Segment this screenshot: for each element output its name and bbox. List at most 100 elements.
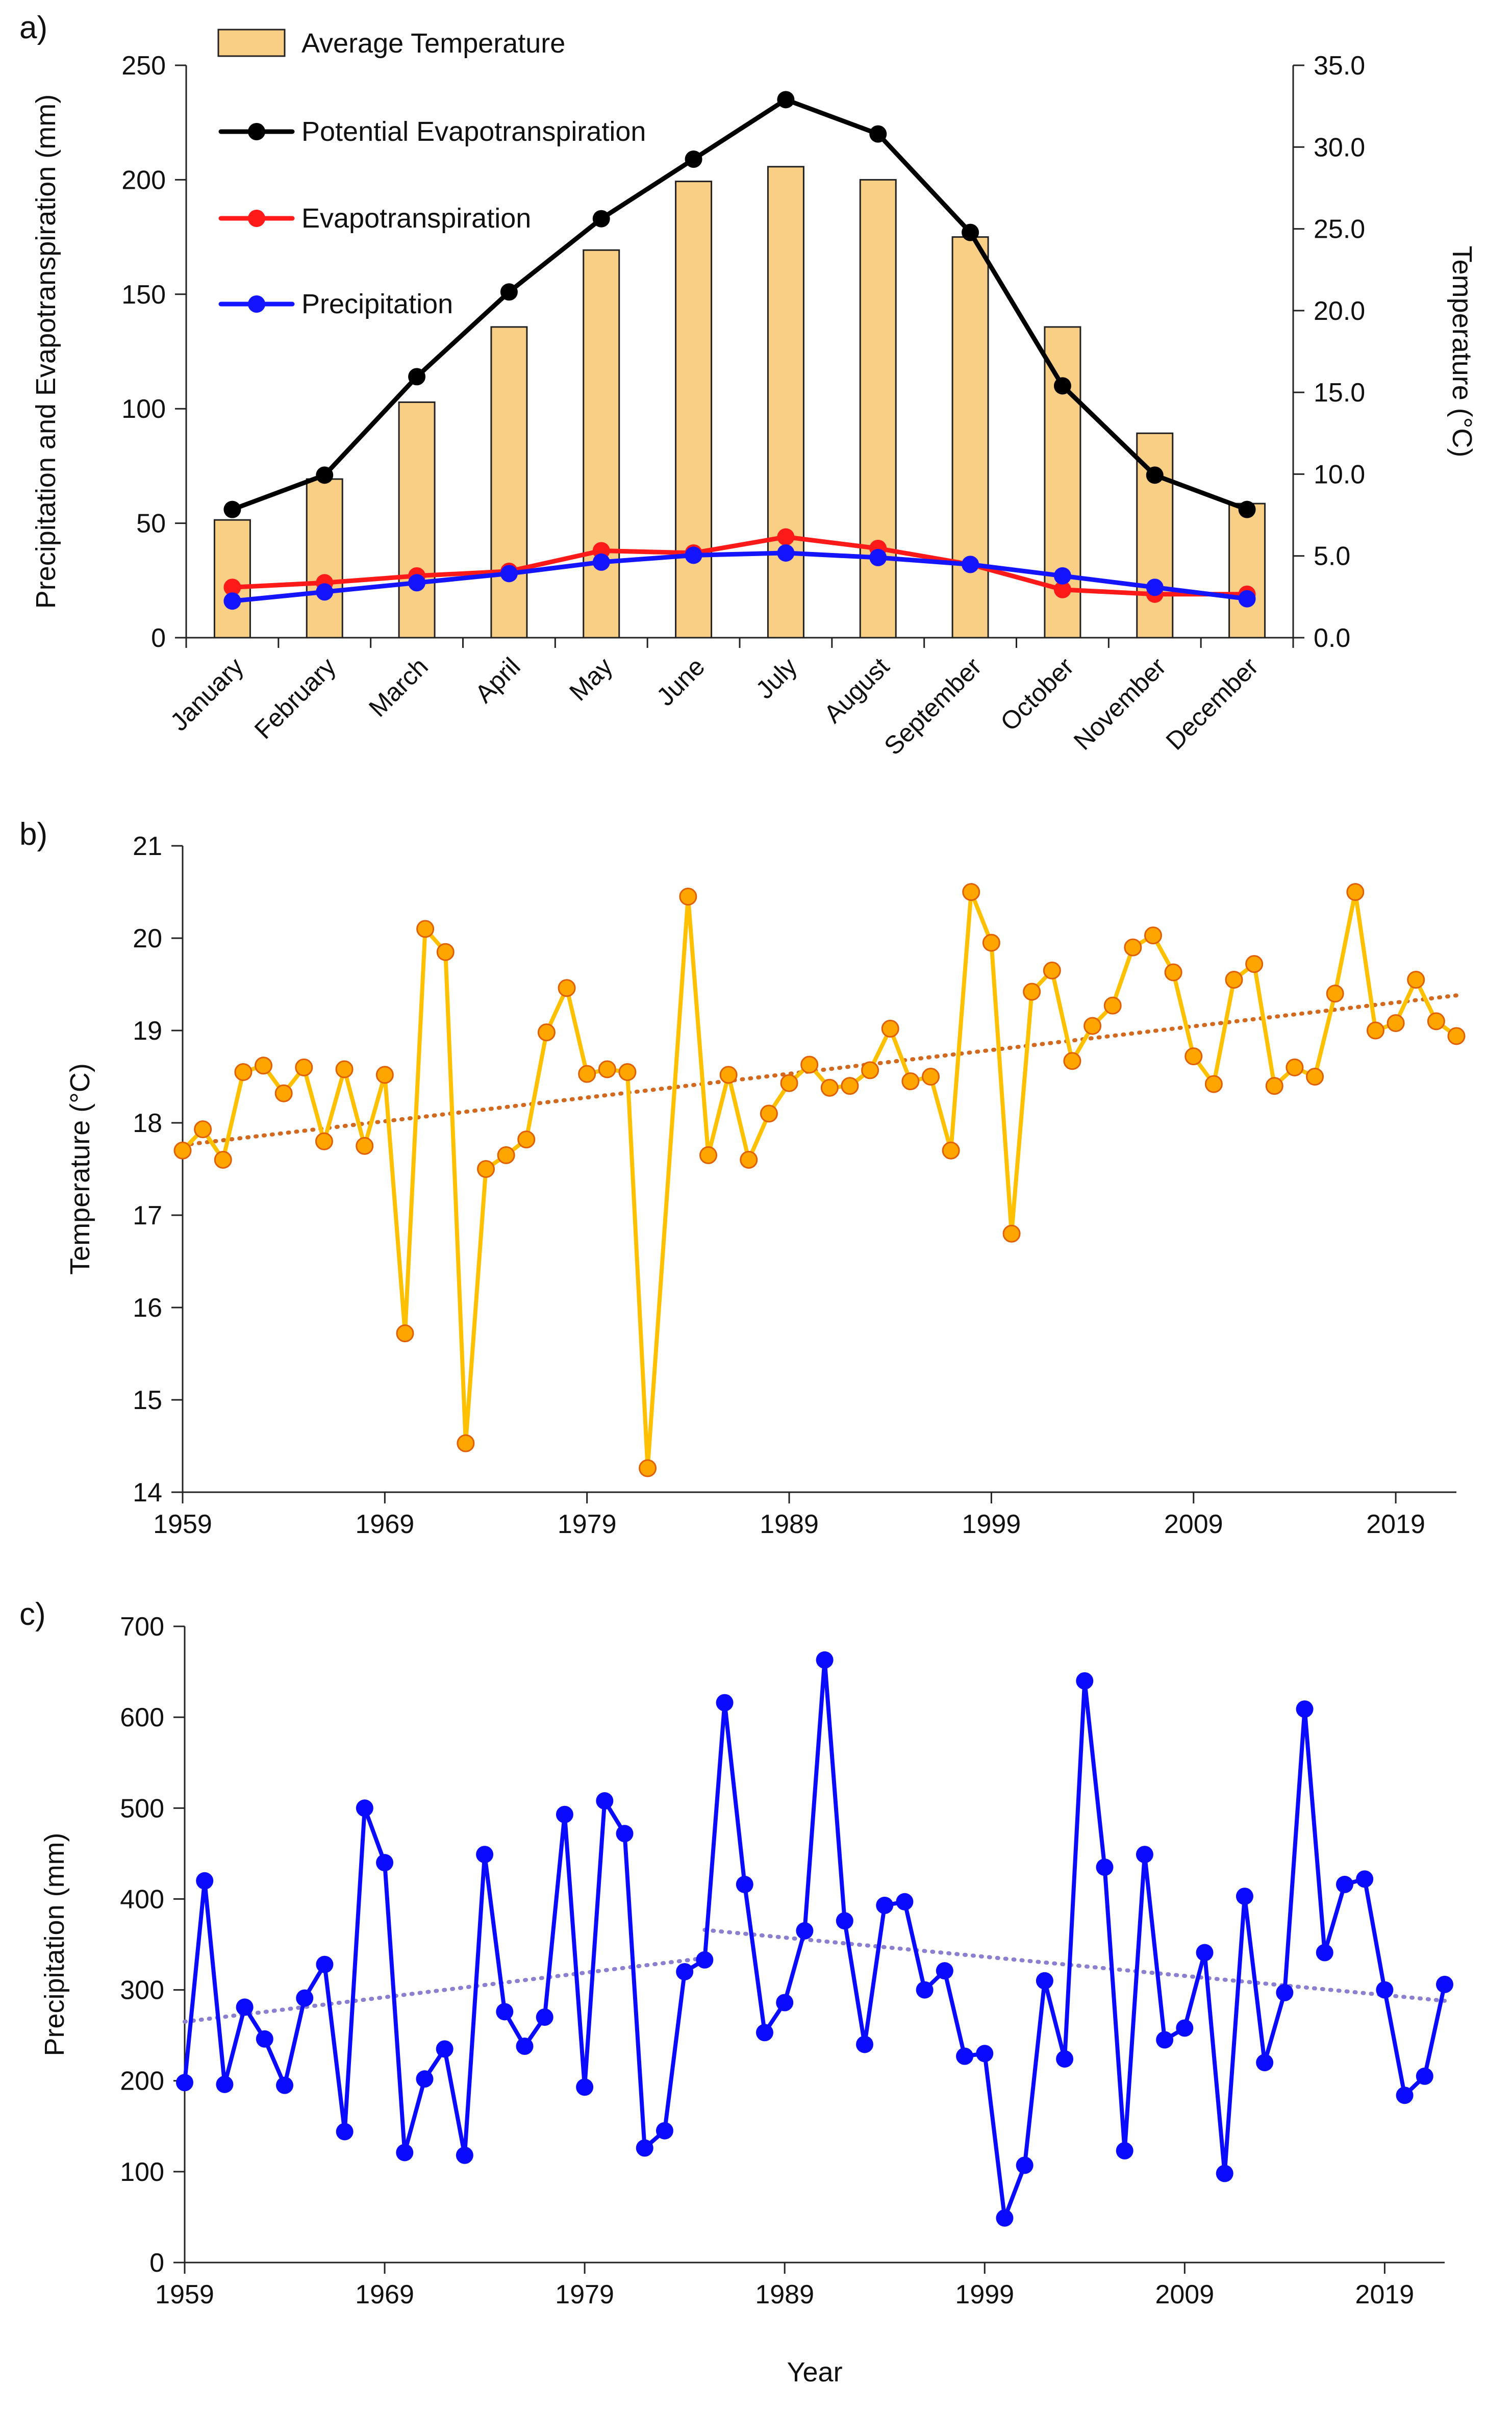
temperature-point [1387,1014,1405,1033]
legend-bar-swatch [217,29,286,57]
temperature-point [295,1058,313,1076]
series-point [962,556,979,573]
temperature-point [780,1074,798,1092]
precipitation-point [276,2076,294,2094]
precipitation-point [856,2036,874,2053]
temperature-point [214,1150,232,1169]
precipitation-point [556,1805,573,1823]
y-tick-label: 400 [120,1885,164,1914]
temperature-point [274,1084,293,1102]
precipitation-point [1096,1858,1114,1876]
x-tick-label: 1999 [955,2280,1014,2309]
left-y-axis-title: Precipitation and Evapotranspiration (mm… [31,94,61,609]
temperature-point [1407,970,1425,989]
series-point [223,592,241,610]
precipitation-point [1216,2165,1233,2182]
precipitation-point [876,1896,894,1914]
trendline [702,1927,1447,2003]
temperature-point [942,1141,960,1160]
y-tick-label: 20 [133,924,162,953]
series-line [230,535,1250,597]
temperature-point [558,979,576,997]
month-label: September [878,652,987,761]
precipitation-point [1016,2156,1034,2174]
temperature-point [457,1434,475,1452]
legend-marker [248,210,265,227]
precipitation-point [816,1651,834,1669]
precipitation-point [216,2075,234,2093]
month-label: June [651,652,710,711]
temperature-point [1427,1012,1445,1031]
temperature-point [1286,1058,1304,1076]
temperature-point [1023,983,1041,1001]
trendline [181,993,1458,1147]
precipitation-point [836,1912,853,1930]
temperature-point [578,1065,596,1083]
series-line [230,97,1250,512]
temperature-point [517,1130,536,1149]
temperature-point [234,1063,253,1081]
temperature-point [335,1060,354,1078]
precipitation-point [1116,2142,1133,2159]
series-point [1146,466,1164,484]
series-point [592,210,610,228]
series-point [685,150,702,168]
y-tick-label: 200 [120,2067,164,2096]
temperature-point [760,1104,778,1123]
precipitation-point [356,1799,373,1817]
temperature-point [1346,883,1365,901]
precipitation-point [1396,2087,1414,2104]
series-point [1146,579,1164,596]
x-tick-label: 1979 [558,1510,617,1539]
temperature-point [1063,1052,1081,1070]
right-y-tick-label: 25.0 [1314,215,1365,244]
temperature-point [719,1066,738,1084]
precipitation-point [976,2045,994,2063]
temperature-point [1306,1068,1324,1086]
right-y-tick-label: 10.0 [1314,460,1365,489]
right-y-tick-label: 35.0 [1314,51,1365,81]
precipitation-point [676,1963,694,1980]
series-point [223,500,241,518]
x-tick-label: 1989 [755,2280,814,2309]
temperature-point [598,1060,616,1078]
panel-a-climate-chart: 0 50 100 150 200 250 0.0 5.0 10.0 15.0 20.0 25.0 30.… [31,28,1477,761]
precipitation-point [1296,1700,1314,1718]
temperature-point [841,1077,859,1095]
temperature-point [699,1146,718,1164]
y-tick-label: 16 [133,1293,162,1323]
panel-c-precipitation-chart: 0 100 200 300 400 500 600 700 1959 1969 1979 1989 19… [39,1612,1453,2388]
temperature-point [1245,955,1264,973]
series-point [500,283,518,301]
temperature-point [921,1068,940,1086]
precipitation-point [296,1989,314,2007]
precipitation-point [896,1893,914,1911]
right-y-tick-label: 20.0 [1314,296,1365,326]
temperature-point [194,1120,212,1139]
temperature-bar [767,166,804,639]
temperature-point [1124,938,1142,957]
temperature-bar [490,326,528,639]
temperature-point [1185,1047,1203,1066]
temperature-point [375,1066,394,1084]
month-label: March [363,652,434,722]
precipitation-point [496,2003,514,2021]
month-label: August [818,652,895,728]
month-label: December [1161,652,1264,756]
temperature-point [497,1146,515,1164]
series-point [1053,567,1071,585]
y-tick-label: 500 [120,1794,164,1823]
temperature-bar [859,179,897,639]
x-tick-label: 2019 [1366,1510,1425,1539]
precipitation-point [1176,2019,1194,2037]
panel-label-b: b) [19,817,47,852]
left-y-tick-label: 150 [121,280,166,310]
y-tick-label: 300 [120,1976,164,2005]
x-tick-label: 2009 [1155,2280,1214,2309]
temperature-point [173,1141,192,1160]
precipitation-point [1036,1972,1053,1990]
series-point [408,368,426,386]
precipitation-point [596,1792,614,1810]
precipitation-point [536,2008,553,2026]
